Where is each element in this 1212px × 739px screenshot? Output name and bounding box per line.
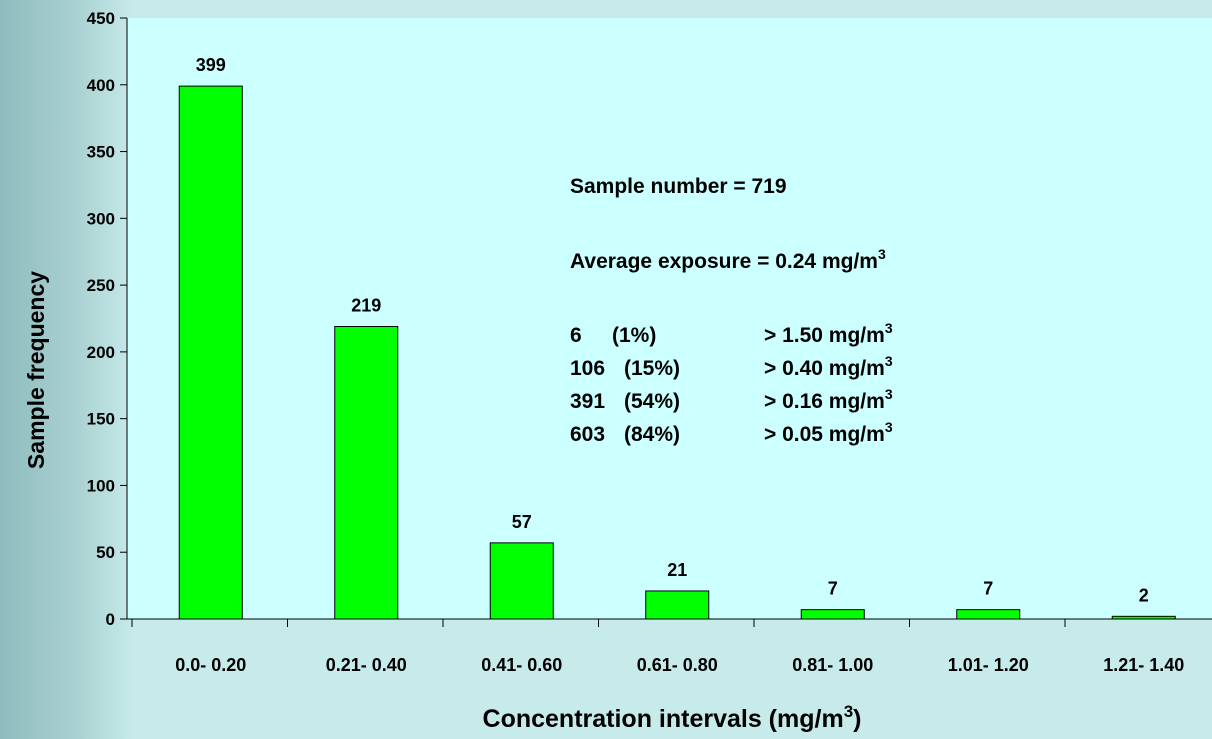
y-tick-label: 150: [87, 410, 115, 429]
threshold-row: 6 (1%) > 1.50 mg/m3: [570, 320, 893, 347]
x-category-label: 1.21- 1.40: [1103, 655, 1184, 675]
bar-series: [178, 85, 1176, 620]
y-tick-label: 400: [87, 76, 115, 95]
bar: [800, 609, 865, 620]
threshold-row-percent: (1%): [612, 324, 656, 347]
bar: [645, 590, 710, 620]
summary-annotation: Sample number = 719 Average exposure = 0…: [570, 175, 893, 446]
threshold-row-value-main: > 0.05 mg/m: [764, 423, 885, 446]
threshold-row-value-main: > 0.16 mg/m: [764, 390, 885, 413]
threshold-row-value: > 1.50 mg/m3: [764, 320, 893, 347]
bar-value-label: 219: [351, 296, 381, 316]
y-axis-ticks: 0 50 100 150 200 250 300 350 400 450: [87, 9, 127, 629]
x-axis-title: Concentration intervals (mg/m3): [483, 702, 862, 733]
threshold-row-count: 106: [570, 357, 605, 380]
x-axis-title-main: Concentration intervals (mg/m: [483, 705, 844, 733]
threshold-row-value-superscript: 3: [885, 320, 893, 336]
threshold-row: 603 (84%) > 0.05 mg/m3: [570, 419, 893, 446]
x-axis-ticks: [131, 619, 1066, 627]
x-category-label: 0.81- 1.00: [792, 655, 873, 675]
x-category-label: 0.41- 0.60: [481, 655, 562, 675]
threshold-row-value-main: > 0.40 mg/m: [764, 357, 885, 380]
bar-value-label: 21: [667, 560, 687, 580]
x-category-label: 0.61- 0.80: [637, 655, 718, 675]
x-axis-category-labels: 0.0- 0.20 0.21- 0.40 0.41- 0.60 0.61- 0.80 0…: [175, 655, 1184, 675]
threshold-row-value-main: > 1.50 mg/m: [764, 324, 885, 347]
threshold-row-count: 6: [570, 324, 582, 347]
threshold-row-value-superscript: 3: [885, 419, 893, 435]
y-tick-label: 350: [87, 143, 115, 162]
bar-value-label: 57: [512, 512, 532, 532]
threshold-row-count: 603: [570, 423, 605, 446]
bar-value-label: 7: [983, 579, 993, 599]
threshold-row-value: > 0.16 mg/m3: [764, 386, 893, 413]
y-tick-label: 300: [87, 209, 115, 228]
average-exposure-superscript: 3: [878, 246, 886, 262]
y-tick-label: 100: [87, 476, 115, 495]
x-category-label: 1.01- 1.20: [948, 655, 1029, 675]
x-axis-title-superscript: 3: [844, 702, 853, 721]
bar: [956, 609, 1021, 620]
threshold-row-percent: (15%): [624, 357, 680, 380]
average-exposure-main: Average exposure = 0.24 mg/m: [570, 250, 878, 273]
plot-area: [127, 18, 1212, 619]
threshold-row-value-superscript: 3: [885, 353, 893, 369]
threshold-row: 106 (15%) > 0.40 mg/m3: [570, 353, 893, 380]
bar: [178, 85, 243, 620]
sample-number-text: Sample number = 719: [570, 175, 787, 198]
x-axis-title-suffix: ): [853, 705, 861, 733]
threshold-row-percent: (54%): [624, 390, 680, 413]
data-labels: 399 219 57 21 7 7 2: [196, 55, 1149, 605]
threshold-row-value-superscript: 3: [885, 386, 893, 402]
bar-value-label: 399: [196, 55, 226, 75]
threshold-row-percent: (84%): [624, 423, 680, 446]
x-category-label: 0.0- 0.20: [175, 655, 246, 675]
bar-value-label: 2: [1139, 585, 1149, 605]
bar-value-label: 7: [828, 579, 838, 599]
y-tick-label: 250: [87, 276, 115, 295]
x-category-label: 0.21- 0.40: [326, 655, 407, 675]
threshold-row-count: 391: [570, 390, 605, 413]
bar: [334, 326, 399, 620]
bar: [489, 542, 554, 620]
y-tick-label: 0: [106, 610, 115, 629]
y-axis-title: Sample frequency: [23, 271, 49, 469]
average-exposure-text: Average exposure = 0.24 mg/m3: [570, 246, 886, 273]
y-tick-label: 50: [96, 543, 115, 562]
threshold-row-value: > 0.40 mg/m3: [764, 353, 893, 380]
threshold-row-value: > 0.05 mg/m3: [764, 419, 893, 446]
threshold-row: 391 (54%) > 0.16 mg/m3: [570, 386, 893, 413]
y-tick-label: 450: [87, 9, 115, 28]
y-tick-label: 200: [87, 343, 115, 362]
